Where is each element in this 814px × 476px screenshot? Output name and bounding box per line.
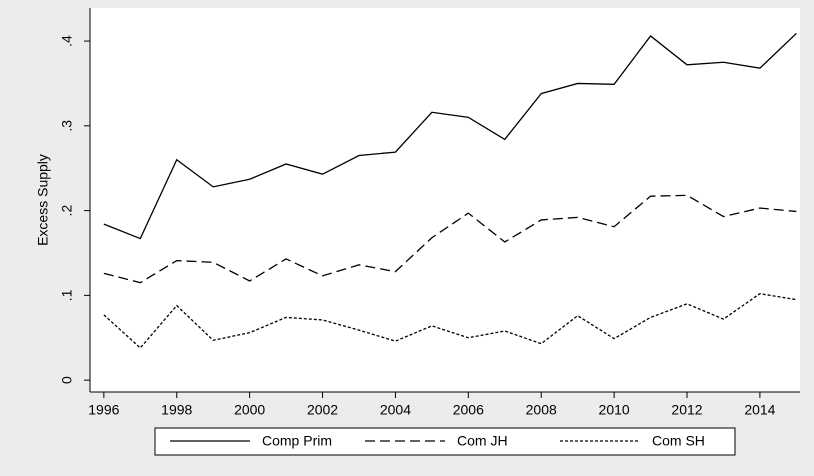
y-tick-label: .2	[59, 205, 75, 217]
x-tick-label: 1996	[88, 402, 119, 418]
y-tick-label: .4	[59, 35, 75, 47]
x-tick-label: 2004	[380, 402, 411, 418]
legend-label: Comp Prim	[262, 433, 332, 449]
plot-area	[90, 8, 800, 392]
x-tick-label: 2012	[671, 402, 702, 418]
series-line	[103, 194, 797, 284]
y-tick-label: .1	[59, 289, 75, 301]
y-tick-label: .3	[59, 120, 75, 132]
x-tick-label: 1998	[161, 402, 192, 418]
series-line	[103, 32, 797, 240]
x-tick-label: 2000	[234, 402, 265, 418]
y-axis-title: Excess Supply	[35, 154, 51, 246]
legend-label: Com JH	[457, 433, 508, 449]
series-line	[103, 292, 797, 349]
legend-label: Com SH	[652, 433, 705, 449]
x-tick-label: 2002	[307, 402, 338, 418]
x-tick-label: 2010	[599, 402, 630, 418]
x-tick-label: 2014	[744, 402, 775, 418]
y-tick-label: 0	[59, 376, 75, 384]
x-tick-label: 2006	[453, 402, 484, 418]
x-tick-label: 2008	[526, 402, 557, 418]
